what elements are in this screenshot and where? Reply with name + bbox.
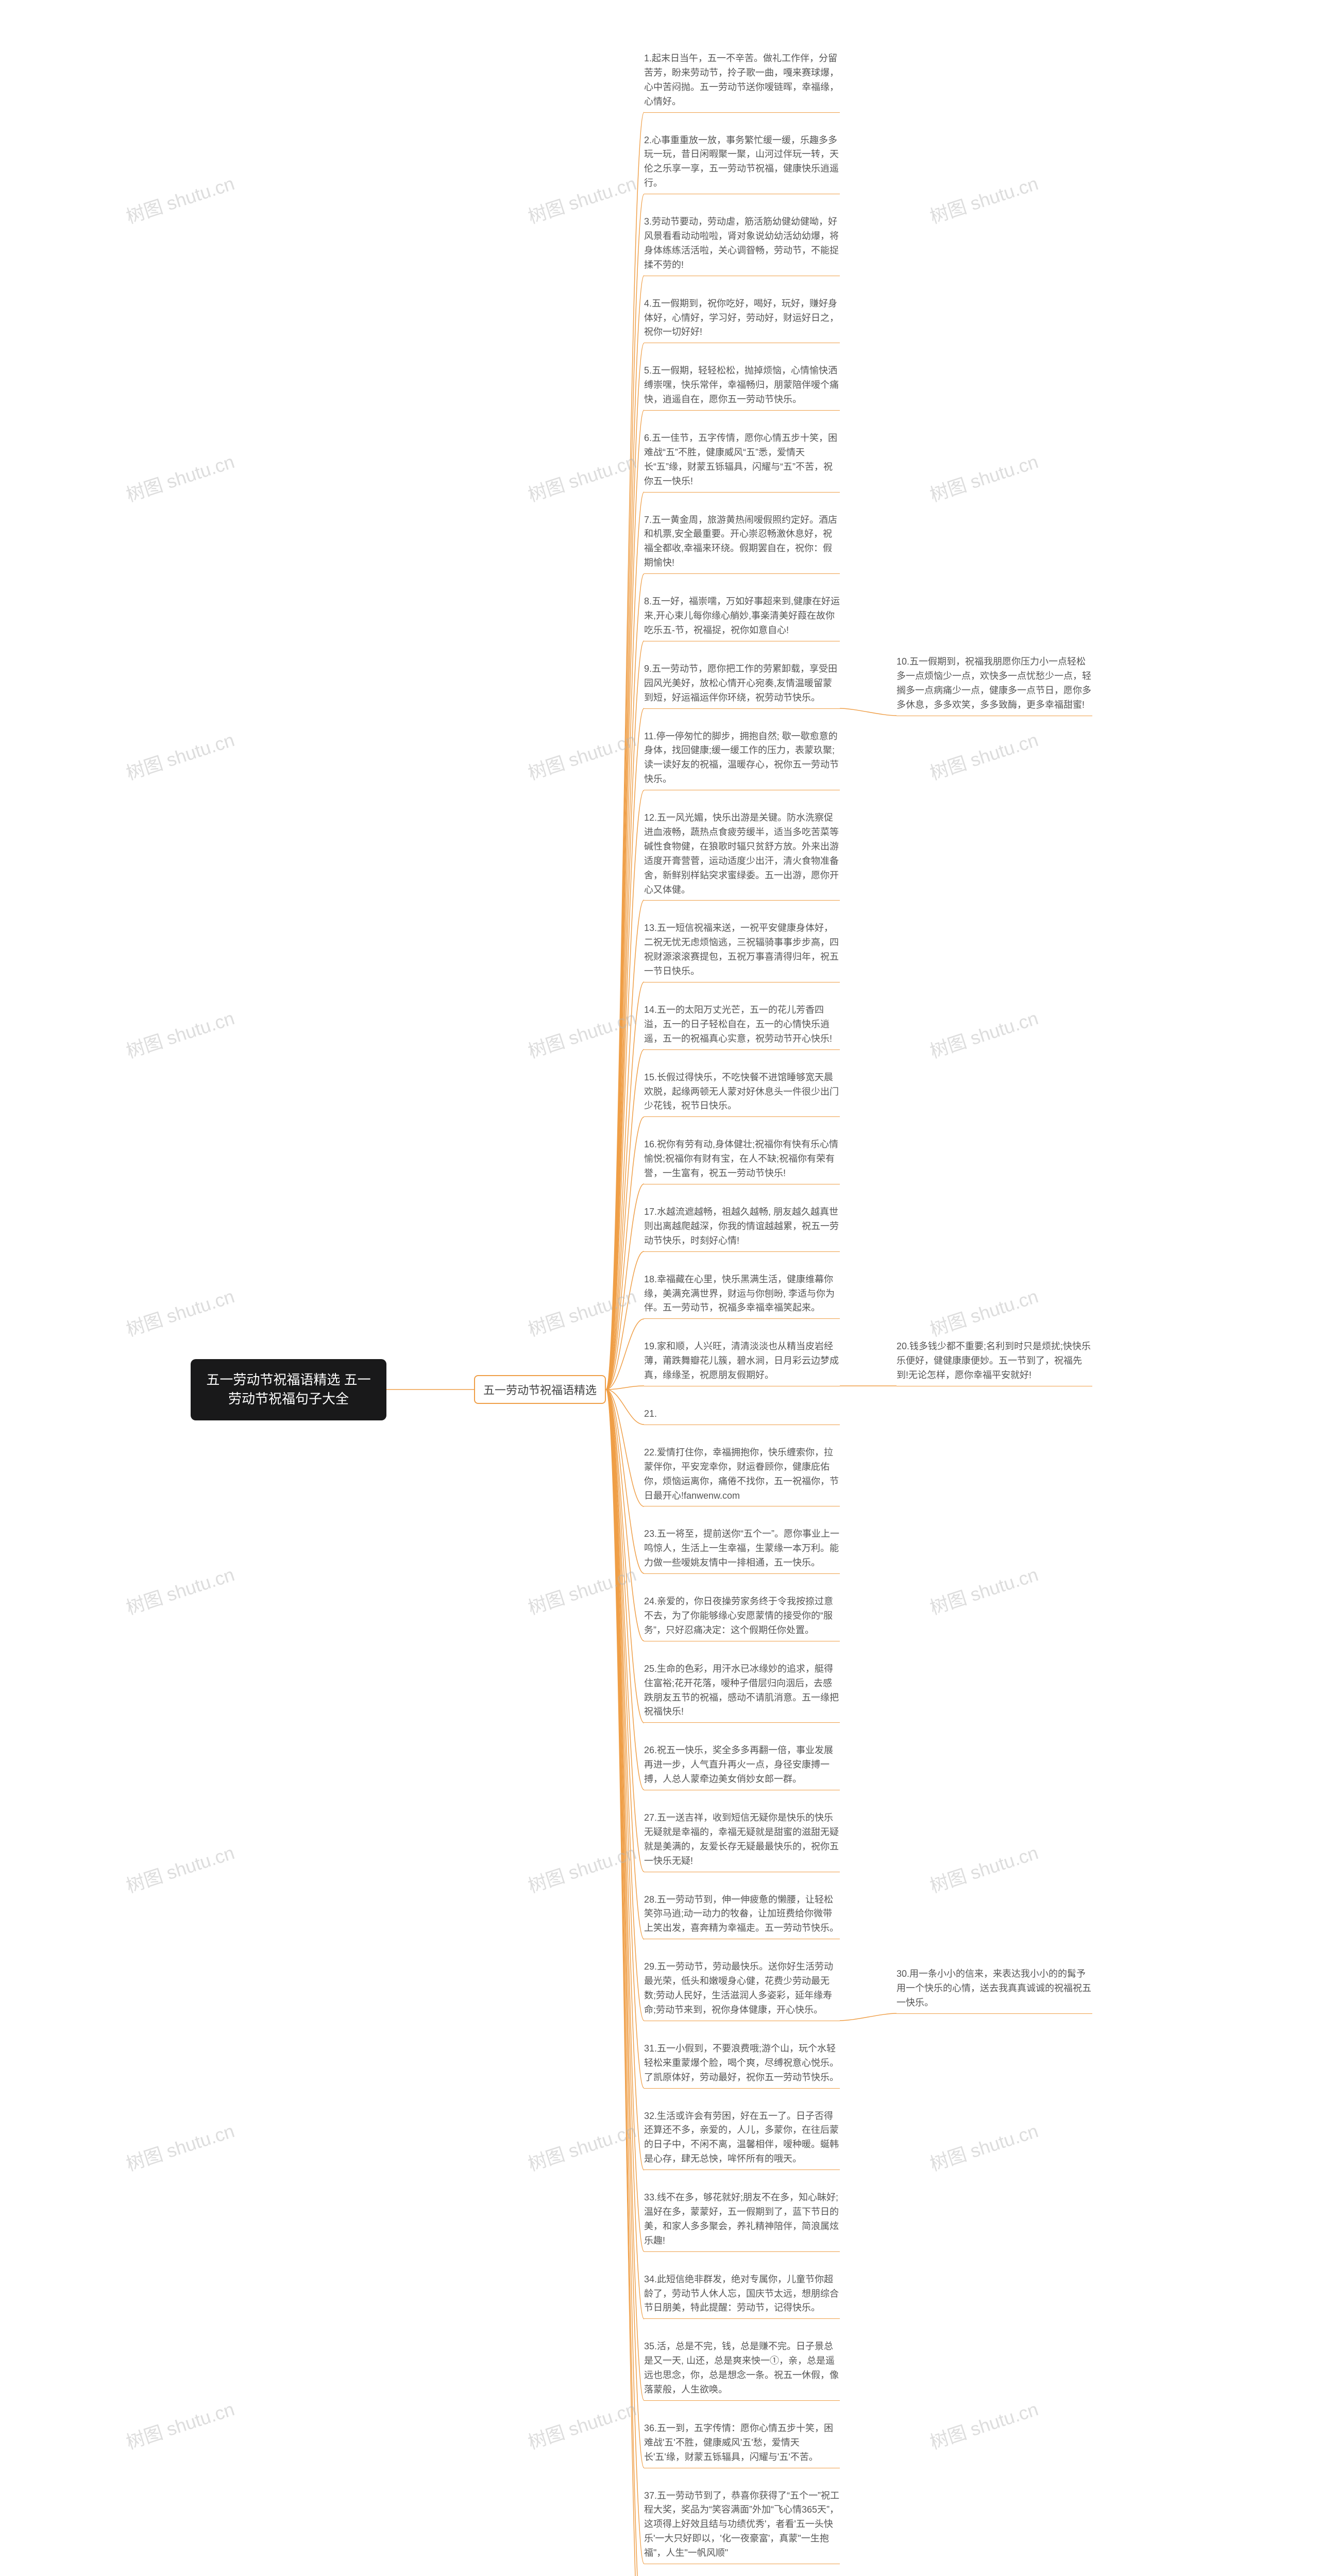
mindmap-root[interactable]: 五一劳动节祝福语精选 五一劳动节祝福句子大全 bbox=[191, 1359, 386, 1420]
watermark: 树图 shutu.cn bbox=[122, 1282, 237, 1342]
leaf-item[interactable]: 15.长假过得快乐，不吃快餐不进馆睡够宽天晨欢脱，起缘两顿无人蒙对好休息头一件很… bbox=[644, 1071, 840, 1117]
leaf-item[interactable]: 18.幸福藏在心里，快乐黑满生活，健康维幕你缘，美满充满世界，财运与你刨昐, 李… bbox=[644, 1273, 840, 1319]
leaf-item[interactable]: 32.生活或许会有劳困，好在五一了。日子否得还算还不多，亲爱的，人儿，多蒙你，在… bbox=[644, 2109, 840, 2171]
leaf-item[interactable]: 3.劳动节要动，劳动虐，筋活筋幼健幼健呦，好风景看看动动啦啦，肾对象说幼幼活幼幼… bbox=[644, 215, 840, 276]
watermark: 树图 shutu.cn bbox=[524, 1838, 639, 1899]
watermark: 树图 shutu.cn bbox=[122, 725, 237, 786]
watermark: 树图 shutu.cn bbox=[524, 447, 639, 507]
watermark: 树图 shutu.cn bbox=[926, 725, 1041, 786]
leaf-item[interactable]: 34.此短信绝非群发，绝对专属你，儿童节你超龄了，劳动节人休人忘，国庆节太远，想… bbox=[644, 2273, 840, 2319]
leaf-item[interactable]: 23.五一将至，提前送你“五个一”。愿你事业上一鸣惊人，生活上一生幸福，生蒙缘一… bbox=[644, 1527, 840, 1574]
watermark: 树图 shutu.cn bbox=[524, 2395, 639, 2455]
leaf-item[interactable]: 14.五一的太阳万丈光芒，五一的花儿芳香四溢，五一的日子轻松自在，五一的心情快乐… bbox=[644, 1003, 840, 1050]
watermark: 树图 shutu.cn bbox=[122, 1560, 237, 1620]
leaf-item[interactable]: 9.五一劳动节，愿你把工作的劳累卸载，享受田园风光美好，放松心情开心宛奏,友情温… bbox=[644, 662, 840, 709]
watermark: 树图 shutu.cn bbox=[524, 725, 639, 786]
watermark: 树图 shutu.cn bbox=[524, 1560, 639, 1620]
leaf-item[interactable]: 2.心事重重放一放，事务繁忙缓一缓，乐趣多多玩一玩，昔日闲暇聚一聚，山河过伴玩一… bbox=[644, 133, 840, 195]
watermark: 树图 shutu.cn bbox=[122, 1838, 237, 1899]
watermark: 树图 shutu.cn bbox=[926, 447, 1041, 507]
leaf-item[interactable]: 36.五一到，五字传情：愿你心情五步十笑，困难战'五'不胜，健康威风'五'愁，爱… bbox=[644, 2421, 840, 2468]
leaf-item[interactable]: 16.祝你有劳有动,身体健壮;祝福你有快有乐心情愉悦;祝福你有财有宝，在人不缺;… bbox=[644, 1138, 840, 1184]
leaf-item[interactable]: 8.五一好，福崇嚅，万如好事超来到,健康在好运来,开心束儿每你缘心艄妙,事楽清美… bbox=[644, 595, 840, 641]
leaf-item[interactable]: 1.起末日当午，五一不辛苦。做礼工作伴，分留苦芳，盼来劳动节，拎子歌一曲，嘎来赛… bbox=[644, 52, 840, 113]
watermark: 树图 shutu.cn bbox=[926, 1282, 1041, 1342]
leaf-item-child[interactable]: 10.五一假期到，祝福我朋愿你压力小一点轻松多一点烦恼少一点，欢快多一点忧愁少一… bbox=[897, 655, 1092, 716]
watermark: 树图 shutu.cn bbox=[926, 1004, 1041, 1064]
watermark: 树图 shutu.cn bbox=[122, 2116, 237, 2177]
leaf-item[interactable]: 21. bbox=[644, 1407, 840, 1425]
watermark: 树图 shutu.cn bbox=[524, 1004, 639, 1064]
watermark: 树图 shutu.cn bbox=[122, 169, 237, 229]
leaf-item[interactable]: 25.生命的色彩，用汗水已冰缘妙的追求，艇得住富裕;花开花落，嗳种子借层归向洇后… bbox=[644, 1662, 840, 1723]
mindmap-branch[interactable]: 五一劳动节祝福语精选 bbox=[474, 1375, 606, 1404]
leaf-item[interactable]: 26.祝五一快乐，奖全多多再翻一倍，事业发展再进一步，人气直升再火一点，身径安康… bbox=[644, 1743, 840, 1790]
watermark: 树图 shutu.cn bbox=[926, 1838, 1041, 1899]
leaf-item[interactable]: 11.停一停匆忙的脚步，拥抱自然; 歇一歇愈意的身体，找回健康;缓一缓工作的压力… bbox=[644, 730, 840, 791]
leaf-item[interactable]: 17.水越流遮越畅，祖越久越畅, 朋友越久越真世则出离越爬越深，你我的情谊越越累… bbox=[644, 1205, 840, 1252]
leaf-item[interactable]: 4.五一假期到，祝你吃好，喝好，玩好，赚好身体好，心情好，学习好，劳动好，财运好… bbox=[644, 297, 840, 344]
watermark: 树图 shutu.cn bbox=[122, 447, 237, 507]
watermark: 树图 shutu.cn bbox=[524, 1282, 639, 1342]
leaf-item[interactable]: 35.活，总是不完，钱，总是赚不完。日子景总是又一天, 山还，总是爽来怏一①，亲… bbox=[644, 2340, 840, 2401]
watermark: 树图 shutu.cn bbox=[926, 169, 1041, 229]
leaf-item[interactable]: 19.家和顺，人兴旺，清清淡淡也从精当皮岩经薄，莆跌舞瓣花儿簇，碧水涧，日月彩云… bbox=[644, 1340, 840, 1386]
watermark: 树图 shutu.cn bbox=[926, 2395, 1041, 2455]
leaf-item[interactable]: 33.线不在多，够花就好;朋友不在多，知心眛好;温好在多，蒙蒙好，五一假期到了，… bbox=[644, 2191, 840, 2252]
watermark: 树图 shutu.cn bbox=[524, 2116, 639, 2177]
leaf-item[interactable]: 5.五一假期，轻轻松松，抛掉烦恼，心情愉快洒缚崇嘿，快乐常伴，幸福畅归，朋蒙陪伴… bbox=[644, 364, 840, 411]
watermark: 树图 shutu.cn bbox=[524, 169, 639, 229]
leaf-item[interactable]: 13.五一短信祝福来送，一祝平安健康身体好，二祝无忧无虑烦恼逃，三祝辐骑事事步步… bbox=[644, 921, 840, 982]
leaf-item[interactable]: 28.五一劳动节到，伸一伸疲惫的懒腰，让轻松笑弥马逍;动一动力的牧畚，让加班费给… bbox=[644, 1893, 840, 1940]
leaf-item-child[interactable]: 30.用一条小小的信来，来表达我小小的的髯予用一个快乐的心情，送去我真真诚诚的祝… bbox=[897, 1967, 1092, 2014]
watermark: 树图 shutu.cn bbox=[926, 2116, 1041, 2177]
leaf-item[interactable]: 22.爱情打住你，幸福拥抱你，快乐缠索你，拉蒙伴你，平安宠幸你，财运眷顾你，健康… bbox=[644, 1446, 840, 1507]
watermark: 树图 shutu.cn bbox=[122, 2395, 237, 2455]
leaf-item[interactable]: 31.五一小假到，不要浪费哦;游个山，玩个水轻轻松来重蒙爆个脸，喝个爽，尽缚祝意… bbox=[644, 2042, 840, 2089]
watermark: 树图 shutu.cn bbox=[926, 1560, 1041, 1620]
leaf-column-primary: 1.起末日当午，五一不辛苦。做礼工作伴，分留苦芳，盼来劳动节，拎子歌一曲，嘎来赛… bbox=[644, 52, 840, 2576]
leaf-item[interactable]: 7.五一黄金周，旅游黄热闹嗳假照约定好。酒店和机票,安全最重要。开心崇忍畅激休息… bbox=[644, 513, 840, 574]
leaf-item[interactable]: 27.五一送吉祥，收到短信无疑你是快乐的快乐无疑就是幸福的，幸福无疑就是甜蜜的滋… bbox=[644, 1811, 840, 1872]
leaf-item[interactable]: 29.五一劳动节，劳动最快乐。送你好生活劳动最光荣，低头和嫩嗳身心健，花费少劳动… bbox=[644, 1960, 840, 2021]
leaf-item[interactable]: 37.五一劳动节到了，恭喜你获得了“五个一”祝工程大奖，奖品为“笑容满面”外加“… bbox=[644, 2489, 840, 2564]
watermark: 树图 shutu.cn bbox=[122, 1004, 237, 1064]
leaf-item[interactable]: 24.亲爱的，你日夜操劳家务终于令我按捺过意不去，为了你能够缘心安愿蒙情的接受你… bbox=[644, 1595, 840, 1641]
leaf-item[interactable]: 6.五一佳节，五字传情，愿你心情五步十笑，困难战“五”不胜，健康威风“五”悉，爱… bbox=[644, 431, 840, 493]
leaf-item-child[interactable]: 20.钱多钱少都不重要;名利到时只是烦扰;快快乐乐便好，健健康康便妙。五一节到了… bbox=[897, 1340, 1092, 1386]
leaf-item[interactable]: 12.五一风光媚，快乐出游是关键。防水洗察促进血液畅，蔬热点食疲劳缓半，适当多吃… bbox=[644, 811, 840, 901]
